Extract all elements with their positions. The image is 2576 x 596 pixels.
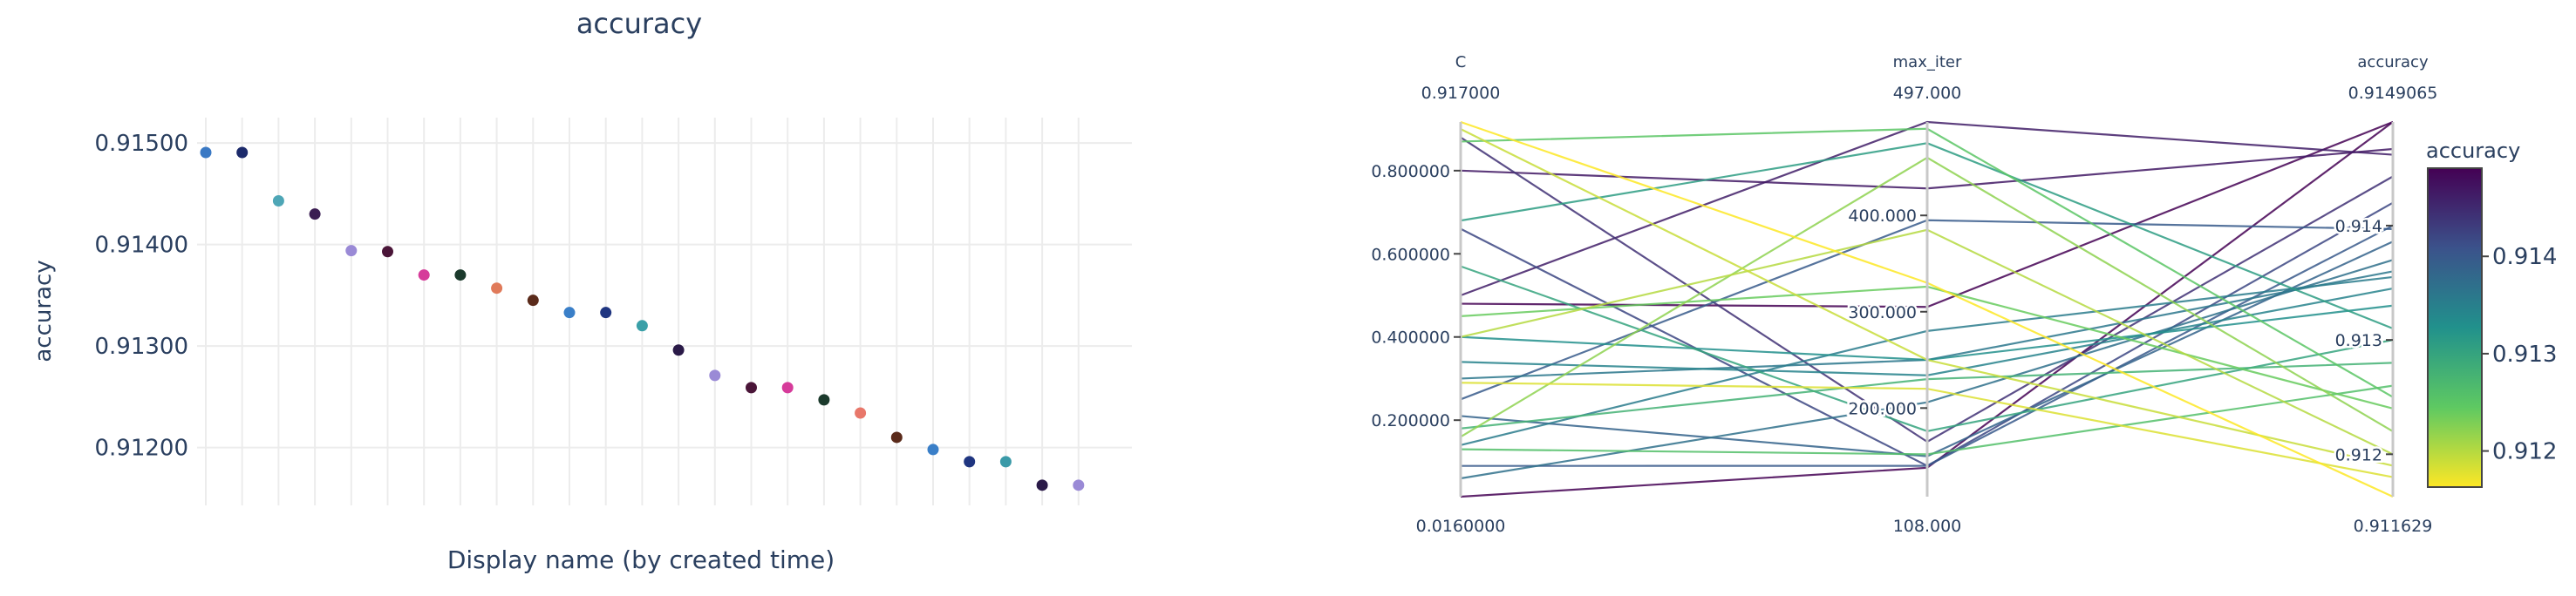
scatter-point [600, 307, 612, 319]
parallel-axis-max-label: 497.000 [1893, 84, 1962, 103]
colorbar: accuracy 0.912 0.913 0.914 [2426, 139, 2557, 488]
scatter-point [818, 394, 830, 406]
parallel-axis-tick-label: 0.800000 [1371, 162, 1450, 181]
scatter-point [1073, 479, 1085, 491]
parallel-axis-tick-label: 0.913 [2335, 331, 2382, 350]
parallel-axis-max-label: 0.9149065 [2348, 84, 2438, 103]
scatter-point [746, 382, 757, 394]
scatter-point [272, 195, 284, 207]
scatter-y-tick-label: 0.91200 [94, 436, 188, 462]
parallel-axis-min-label: 108.000 [1893, 517, 1962, 536]
scatter-title: accuracy [576, 7, 702, 40]
scatter-point [855, 407, 867, 419]
scatter-y-tick-label: 0.91300 [94, 334, 188, 360]
scatter-point [890, 431, 903, 444]
scatter-point [672, 344, 685, 356]
parallel-axis-title: C [1455, 53, 1467, 71]
parallel-axis-tick-label: 0.200000 [1371, 411, 1450, 430]
scatter-point [964, 456, 976, 468]
scatter-point [309, 208, 321, 220]
scatter-y-axis-label: accuracy [31, 260, 57, 362]
colorbar-title: accuracy [2426, 139, 2520, 163]
scatter-point [563, 307, 576, 319]
parallel-axis-tick-label: 300.000 [1848, 303, 1917, 322]
colorbar-tick-label: 0.913 [2492, 342, 2557, 368]
scatter-point [781, 382, 794, 394]
scatter-point [999, 456, 1012, 468]
scatter-y-tick-label: 0.91500 [94, 131, 188, 157]
scatter-point [491, 282, 503, 295]
parallel-axis-tick-label: 400.000 [1848, 207, 1917, 226]
scatter-point [200, 146, 212, 159]
scatter-chart: accuracy 0.91200 0.91300 0.91400 0.91500 ac… [31, 7, 1132, 574]
parallel-axis-tick-label: 0.400000 [1371, 328, 1450, 348]
parallel-axes: C 0.917000 0.0160000 0.200000 0.400000 0.6000… [1369, 53, 2438, 536]
scatter-point [636, 320, 648, 332]
parallel-axis-max-label: 0.917000 [1421, 84, 1501, 103]
scatter-y-tick-label: 0.91400 [94, 233, 188, 259]
parallel-axis-min-label: 0.911629 [2354, 517, 2433, 536]
scatter-point [236, 146, 249, 159]
scatter-y-ticks: 0.91200 0.91300 0.91400 0.91500 [94, 131, 188, 461]
scatter-gridlines [197, 118, 1132, 505]
scatter-point [1036, 479, 1048, 491]
parallel-axis-tick-label: 200.000 [1848, 399, 1917, 418]
scatter-point [345, 245, 358, 257]
colorbar-ticks: 0.912 0.913 0.914 [2482, 244, 2557, 465]
parallel-axis-tick-label: 0.600000 [1371, 245, 1450, 264]
scatter-point [418, 269, 430, 281]
scatter-point [382, 246, 393, 258]
scatter-points [200, 146, 1085, 491]
scatter-point [527, 295, 539, 307]
colorbar-gradient [2427, 167, 2483, 488]
parallel-axis-title: max_iter [1893, 53, 1962, 71]
parallel-axis-title: accuracy [2357, 53, 2429, 71]
parallel-axis-min-label: 0.0160000 [1416, 517, 1506, 536]
parallel-axis-tick-label: 0.914 [2335, 217, 2382, 236]
scatter-point [709, 369, 721, 382]
scatter-point [927, 444, 939, 456]
parallel-coordinates-chart: C 0.917000 0.0160000 0.200000 0.400000 0.6000… [1369, 53, 2558, 536]
parallel-axis-tick-label: 0.912 [2335, 445, 2382, 464]
colorbar-tick-label: 0.912 [2492, 439, 2557, 465]
colorbar-tick-label: 0.914 [2492, 244, 2557, 270]
scatter-x-axis-label: Display name (by created time) [447, 545, 835, 574]
scatter-point [454, 269, 467, 281]
